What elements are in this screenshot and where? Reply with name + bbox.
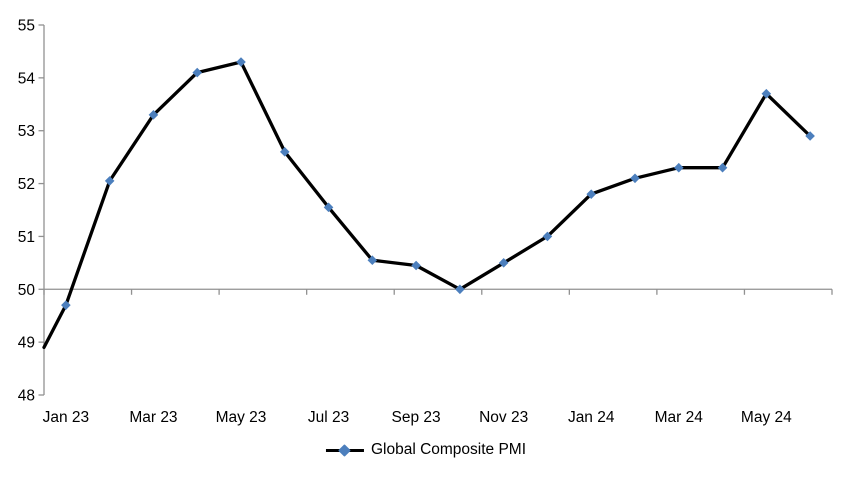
pmi-series-line [42, 60, 812, 350]
data-point-marker [367, 255, 378, 266]
data-point-marker [630, 173, 640, 184]
y-axis-tick-label: 49 [18, 335, 35, 352]
x-axis-tick-label: May 23 [216, 409, 267, 426]
data-point-marker [323, 202, 334, 213]
y-axis-tick-label: 50 [18, 282, 36, 299]
data-point-marker [805, 131, 815, 141]
y-axis-tick-label: 54 [18, 70, 36, 87]
x-axis-tick-label: Jan 23 [43, 409, 90, 426]
data-point-marker [542, 231, 553, 242]
data-point-marker [673, 162, 684, 173]
x-axis-tick-label: Jan 24 [568, 409, 615, 426]
data-point-marker [498, 258, 509, 268]
data-point-marker [411, 260, 421, 271]
data-point-marker [148, 110, 159, 120]
y-axis-tick-label: 55 [18, 18, 35, 35]
legend-line-sample [325, 441, 364, 459]
x-axis-tick-label: Mar 24 [655, 409, 704, 426]
x-axis-tick-label: May 24 [741, 409, 792, 426]
legend-diamond-icon [338, 443, 351, 457]
data-point-marker [192, 67, 203, 78]
x-axis-tick-label: Mar 23 [129, 409, 177, 426]
x-axis-tick-label: Nov 23 [479, 409, 528, 426]
data-point-marker [586, 189, 597, 199]
x-axis-tick-label: Jul 23 [308, 409, 349, 426]
legend-label: Global Composite PMI [370, 441, 527, 458]
y-axis-tick-label: 51 [18, 229, 35, 246]
data-point-marker [761, 88, 772, 99]
x-axis-tick-label: Sep 23 [392, 409, 441, 426]
data-point-marker [61, 300, 71, 310]
data-point-marker [279, 147, 290, 157]
data-point-marker [104, 176, 115, 186]
data-point-marker [717, 162, 728, 173]
legend: Global Composite PMI [325, 441, 527, 459]
y-axis-tick-label: 48 [18, 388, 35, 405]
data-point-marker [236, 57, 246, 67]
y-axis-tick-label: 53 [18, 123, 35, 140]
data-point-marker [455, 284, 465, 295]
y-axis-tick-label: 52 [18, 176, 35, 193]
